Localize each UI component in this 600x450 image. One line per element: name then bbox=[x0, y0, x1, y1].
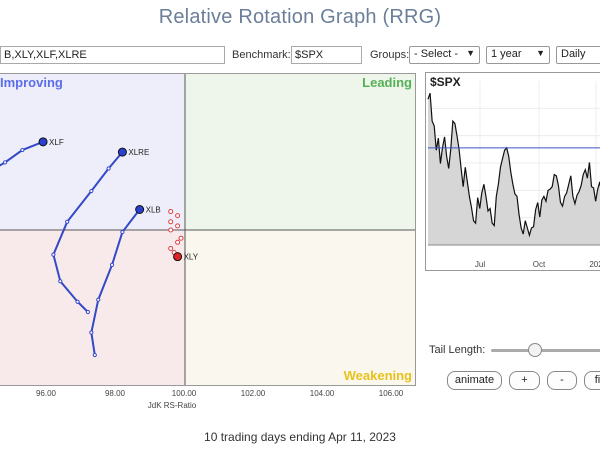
tail-point-xlb bbox=[92, 352, 97, 358]
toolbar: Benchmark: Groups: - Select - ▼ 1 year ▼… bbox=[0, 44, 600, 68]
quadrant-label-weakening: Weakening bbox=[343, 368, 412, 383]
zoom-out-button[interactable]: - bbox=[547, 371, 577, 390]
x-axis-label: JdK RS-Ratio bbox=[147, 401, 197, 410]
tail-point-xlre bbox=[51, 252, 56, 257]
tail-line-xlre bbox=[52, 151, 124, 313]
period-select[interactable]: 1 year ▼ bbox=[486, 46, 550, 64]
benchmark-chart-title: $SPX bbox=[430, 75, 461, 89]
frequency-select[interactable]: Daily bbox=[556, 46, 600, 64]
tail-point-xly bbox=[168, 219, 174, 225]
spx-x-tick: Jul bbox=[474, 260, 486, 269]
groups-select-value: - Select - bbox=[414, 48, 459, 60]
benchmark-label: Benchmark: bbox=[232, 49, 291, 61]
spx-area-fill bbox=[428, 93, 600, 245]
fit-button[interactable]: fit bbox=[584, 371, 600, 390]
tail-point-xlb bbox=[89, 330, 94, 335]
page-title: Relative Rotation Graph (RRG) bbox=[158, 6, 442, 28]
tail-point-xly bbox=[175, 223, 181, 229]
spx-x-tick: 202 bbox=[589, 260, 600, 269]
rrg-chart[interactable]: Improving Leading Weakening XLF XLRE XLB XL… bbox=[0, 73, 416, 386]
tail-point-xlre bbox=[75, 299, 80, 304]
tail-point-xlb bbox=[109, 262, 115, 267]
tail-point-xlre[interactable] bbox=[117, 147, 127, 157]
tail-point-xlre bbox=[65, 219, 70, 224]
rrg-x-axis: 96.00 98.00 100.00 102.00 104.00 106.00 … bbox=[0, 389, 417, 415]
tail-label-xlb: XLB bbox=[146, 206, 161, 215]
tail-point-xlf bbox=[20, 147, 25, 153]
quadrant-label-improving: Improving bbox=[0, 75, 63, 90]
x-tick: 102.00 bbox=[240, 389, 266, 398]
tail-length-track[interactable] bbox=[491, 349, 600, 352]
quadrant-weakening bbox=[185, 230, 415, 385]
tail-label-xlre: XLRE bbox=[128, 148, 149, 157]
spx-price-line bbox=[427, 92, 600, 238]
spx-x-tick: Oct bbox=[532, 260, 546, 269]
tail-point-xlf[interactable] bbox=[38, 137, 48, 147]
chevron-down-icon: ▼ bbox=[536, 48, 545, 58]
tail-point-xly bbox=[178, 235, 184, 241]
tail-point-xlre bbox=[85, 309, 91, 315]
zoom-in-button[interactable]: + bbox=[509, 371, 540, 390]
tail-point-xlre bbox=[58, 279, 63, 284]
chevron-down-icon: ▼ bbox=[466, 48, 475, 58]
frequency-select-value: Daily bbox=[561, 48, 586, 60]
rrg-plot: XLF XLRE XLB XLY bbox=[0, 74, 415, 385]
quadrant-label-leading: Leading bbox=[362, 75, 412, 90]
quadrant-lagging bbox=[0, 230, 185, 385]
x-tick: 100.00 bbox=[171, 389, 197, 398]
symbols-input[interactable] bbox=[0, 46, 225, 64]
benchmark-price-plot bbox=[427, 81, 600, 246]
x-tick: 106.00 bbox=[378, 389, 404, 398]
animate-button[interactable]: animate bbox=[447, 371, 502, 390]
tail-point-xly bbox=[168, 209, 174, 215]
tail-point-xlb bbox=[120, 229, 125, 235]
tail-point-xlb[interactable] bbox=[135, 205, 145, 214]
groups-select[interactable]: - Select - ▼ bbox=[409, 46, 480, 64]
tail-length-label: Tail Length: bbox=[429, 344, 486, 356]
tail-point-xly bbox=[168, 245, 174, 251]
tail-point-xlb bbox=[96, 297, 101, 302]
tail-length-control: Tail Length: bbox=[429, 342, 600, 358]
benchmark-input[interactable] bbox=[291, 46, 362, 64]
tail-point-xly bbox=[175, 239, 181, 245]
tail-point-xlre bbox=[106, 166, 111, 171]
tail-point-xly bbox=[168, 227, 174, 233]
tail-line-xlb bbox=[90, 208, 141, 356]
x-tick: 104.00 bbox=[309, 389, 335, 398]
quadrant-leading bbox=[185, 74, 415, 230]
groups-label: Groups: bbox=[370, 49, 410, 61]
tail-label-xlf: XLF bbox=[49, 138, 64, 147]
tail-point-xly bbox=[175, 213, 181, 219]
tail-point-xlre bbox=[89, 188, 94, 194]
benchmark-price-chart: $SPX Jul Oct 202 bbox=[425, 72, 600, 271]
x-tick: 96.00 bbox=[35, 389, 57, 398]
date-range-caption: 10 trading days ending Apr 11, 2023 bbox=[204, 430, 396, 444]
tail-length-slider-handle[interactable] bbox=[528, 343, 542, 357]
tail-point-xlf bbox=[3, 160, 8, 165]
quadrant-improving bbox=[0, 74, 185, 230]
x-tick: 98.00 bbox=[104, 389, 126, 398]
tail-point-xly[interactable] bbox=[173, 252, 183, 262]
period-select-value: 1 year bbox=[491, 48, 522, 60]
tail-label-xly: XLY bbox=[184, 253, 199, 262]
